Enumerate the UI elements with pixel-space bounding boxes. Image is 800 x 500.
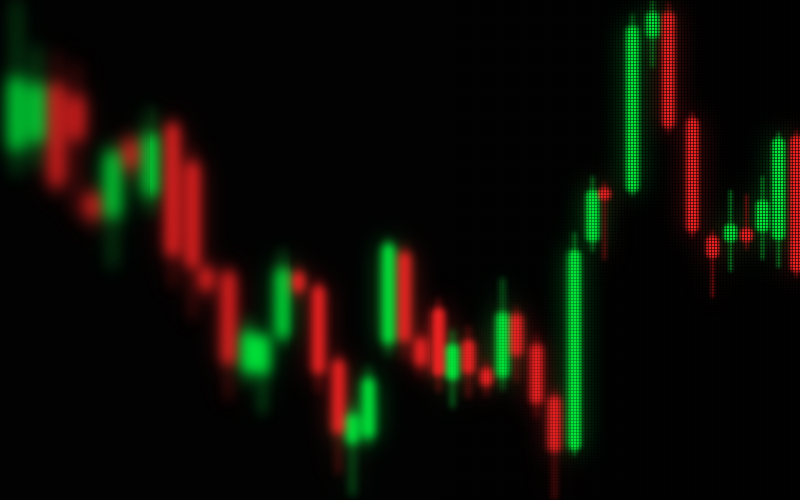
candlestick-body bbox=[509, 314, 523, 356]
candlestick-body bbox=[625, 26, 639, 192]
candlestick-body bbox=[755, 200, 769, 232]
candlestick-body bbox=[723, 224, 737, 242]
candlestick-body bbox=[705, 236, 719, 258]
candlestick-body bbox=[690, 118, 699, 232]
candlestick-body bbox=[381, 244, 395, 344]
candlestick-body bbox=[331, 360, 345, 434]
candlestick-body bbox=[570, 250, 581, 450]
candlestick-body bbox=[311, 286, 325, 374]
candlestick-body bbox=[479, 368, 493, 386]
focus-zone-right-sharp bbox=[690, 0, 800, 500]
candlestick-body bbox=[771, 138, 785, 240]
candlestick-body bbox=[185, 162, 199, 268]
candlestick-body bbox=[445, 344, 459, 380]
candlestick-body bbox=[221, 272, 235, 364]
candlestick-body bbox=[69, 96, 83, 140]
candlestick-body bbox=[789, 136, 800, 272]
candlestick-body bbox=[585, 190, 599, 242]
candlestick-body bbox=[397, 252, 411, 342]
candlestick-body bbox=[461, 340, 475, 374]
focus-zone-mid-left bbox=[290, 0, 430, 500]
candlestick-body bbox=[413, 338, 427, 366]
candlestick-body bbox=[150, 134, 157, 196]
candlestick-body bbox=[85, 194, 99, 218]
candlestick-body bbox=[645, 12, 659, 38]
candlestick-body bbox=[345, 414, 359, 444]
candlestick-body bbox=[255, 336, 269, 374]
candlestick-body bbox=[291, 272, 305, 292]
candlestick-body bbox=[105, 152, 119, 218]
candlestick-body bbox=[241, 332, 255, 372]
candlestick-body bbox=[275, 268, 289, 338]
candlestick-body bbox=[199, 268, 213, 290]
candlestick-body bbox=[9, 78, 23, 150]
candlestick-body bbox=[495, 312, 509, 378]
candlestick-body bbox=[29, 84, 43, 142]
candlestick-body bbox=[597, 188, 611, 200]
candlestick-body bbox=[529, 344, 543, 404]
candlestick-body bbox=[165, 124, 179, 256]
focus-zone-left bbox=[150, 0, 290, 500]
candlestick-body bbox=[431, 308, 445, 376]
candlestick-body bbox=[739, 228, 753, 242]
focus-zone-mid-right bbox=[570, 0, 690, 500]
focus-zone-mid bbox=[430, 0, 570, 500]
candlestick-body bbox=[547, 396, 561, 452]
focus-zone-far-left bbox=[0, 0, 150, 500]
candlestick-body bbox=[49, 84, 63, 186]
candlestick-body bbox=[361, 378, 375, 438]
candlestick-body bbox=[661, 12, 675, 128]
candlestick-body bbox=[123, 140, 137, 168]
